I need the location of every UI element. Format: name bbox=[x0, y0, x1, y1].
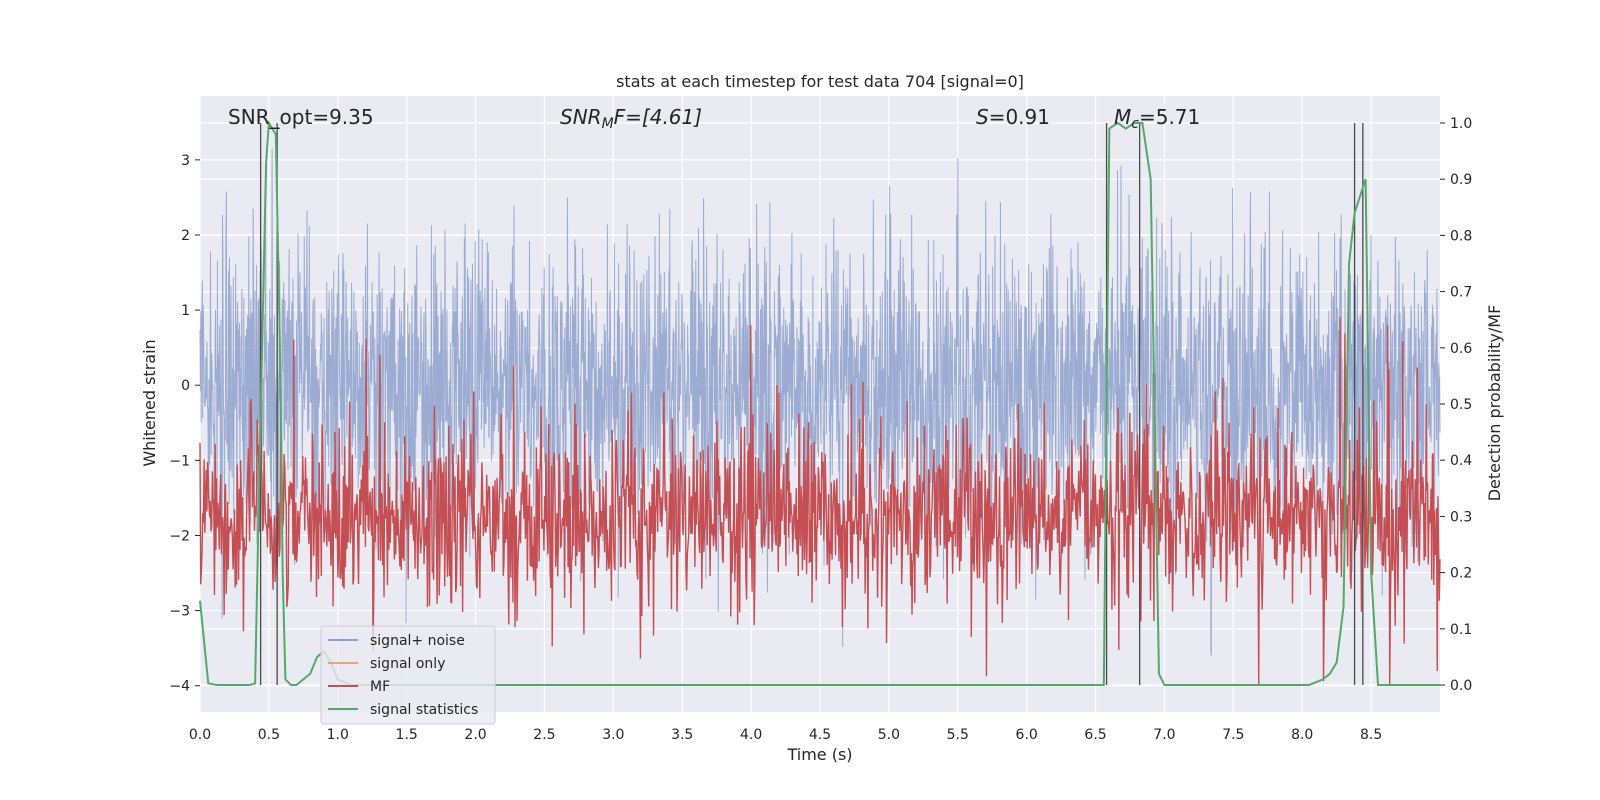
x-tick-label: 1.5 bbox=[396, 727, 418, 743]
annotation-snr-opt: SNR_opt=9.35 bbox=[228, 105, 374, 129]
legend-label-signal-only: signal only bbox=[370, 656, 445, 672]
x-tick-label: 4.5 bbox=[809, 727, 831, 743]
y2-tick-label: 0.3 bbox=[1450, 509, 1472, 525]
legend-label-signal-noise: signal+ noise bbox=[370, 633, 465, 649]
y2-tick-label: 1.0 bbox=[1450, 116, 1472, 132]
x-tick-label: 5.0 bbox=[878, 727, 900, 743]
signal-statistics-series bbox=[199, 119, 1440, 687]
y2-tick-label: 0.6 bbox=[1450, 341, 1472, 357]
y2-axis-label: Detection probability/MF bbox=[1485, 305, 1504, 502]
y2-tick-labels: 0.0 0.1 0.2 0.3 0.4 0.5 0.6 0.7 0.8 0.9 1.0 bbox=[1440, 116, 1472, 694]
legend-label-signal-statistics: signal statistics bbox=[370, 702, 478, 718]
annotation-s: S=0.91 bbox=[976, 105, 1050, 129]
annotation-snr-mf: SNRMF=[4.61] bbox=[560, 105, 702, 132]
x-tick-labels: 0.0 0.5 1.0 1.5 2.0 2.5 3.0 3.5 4.0 4.5 5.0 5.5 6.0 6… bbox=[189, 727, 1382, 743]
x-tick-label: 8.5 bbox=[1360, 727, 1382, 743]
y-tick-label: −4 bbox=[169, 679, 190, 695]
y2-tick-label: 0.4 bbox=[1450, 453, 1472, 469]
x-tick-label: 1.0 bbox=[327, 727, 349, 743]
y2-tick-label: 0.1 bbox=[1450, 622, 1472, 638]
y2-tick-label: 0.2 bbox=[1450, 566, 1472, 582]
legend-label-mf: MF bbox=[370, 679, 390, 695]
x-tick-label: 4.0 bbox=[740, 727, 762, 743]
x-tick-label: 3.5 bbox=[671, 727, 693, 743]
y2-tick-label: 0.7 bbox=[1450, 285, 1472, 301]
x-tick-label: 0.0 bbox=[189, 727, 211, 743]
y2-tick-label: 0.0 bbox=[1450, 678, 1472, 694]
y-tick-label: 1 bbox=[181, 303, 190, 319]
y2-tick-label: 0.9 bbox=[1450, 172, 1472, 188]
legend: signal+ noise signal only MF signal stat… bbox=[320, 625, 496, 725]
x-tick-label: 0.5 bbox=[258, 727, 280, 743]
x-tick-label: 6.5 bbox=[1084, 727, 1106, 743]
y-tick-label: 0 bbox=[181, 378, 190, 394]
x-axis-label: Time (s) bbox=[786, 745, 852, 764]
x-tick-label: 6.0 bbox=[1016, 727, 1038, 743]
signal-statistics-line bbox=[199, 119, 1440, 687]
y-tick-label: 3 bbox=[181, 153, 190, 169]
chart-title: stats at each timestep for test data 704… bbox=[616, 72, 1024, 91]
y-tick-labels: 3 2 1 0 −1 −2 −3 −4 bbox=[169, 153, 200, 695]
mf-series bbox=[199, 310, 1441, 686]
x-tick-label: 2.5 bbox=[533, 727, 555, 743]
x-tick-label: 7.5 bbox=[1222, 727, 1244, 743]
y-axis-label: Whitened strain bbox=[140, 339, 159, 466]
annotation-mc: Mc=5.71 bbox=[1114, 105, 1200, 132]
mf-line bbox=[199, 310, 1441, 686]
x-tick-label: 5.5 bbox=[947, 727, 969, 743]
y-tick-label: 2 bbox=[181, 228, 190, 244]
x-tick-label: 3.0 bbox=[602, 727, 624, 743]
y-tick-label: −3 bbox=[169, 604, 190, 620]
legend-box bbox=[320, 625, 496, 725]
x-tick-label: 8.0 bbox=[1291, 727, 1313, 743]
y2-tick-label: 0.8 bbox=[1450, 228, 1472, 244]
y-tick-label: −1 bbox=[169, 453, 190, 469]
x-tick-label: 7.0 bbox=[1153, 727, 1175, 743]
y-tick-label: −2 bbox=[169, 528, 190, 544]
x-tick-label: 2.0 bbox=[464, 727, 486, 743]
y2-tick-label: 0.5 bbox=[1450, 397, 1472, 413]
